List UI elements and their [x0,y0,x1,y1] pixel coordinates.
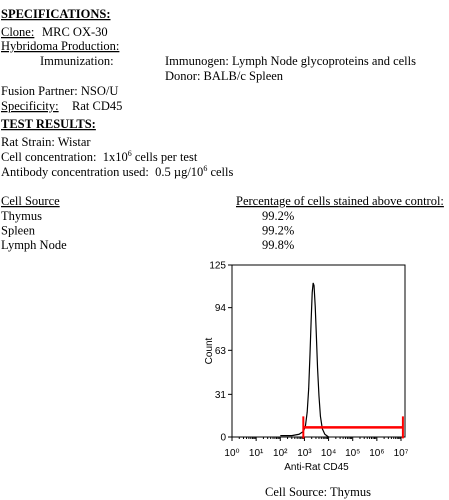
x-tick-label: 10³ [297,448,312,459]
x-tick-label: 10⁵ [345,448,360,459]
table-cell: Spleen [1,224,36,238]
heading: TEST RESULTS: [1,117,96,131]
label: Hybridoma Production: [1,39,119,53]
line: Cell concentration: 1x106 cells per test [1,149,198,164]
table-cell: Thymus [1,209,42,223]
plot-frame [231,264,406,438]
heading: SPECIFICATIONS: [1,7,111,21]
x-tick-label: 10² [273,448,288,459]
label: Specificity: [1,99,59,113]
table-cell: 99.2% [262,224,294,238]
value: MRC OX-30 [42,25,108,39]
label: Clone: [1,25,34,39]
caption: Cell Source: Thymus [265,485,371,499]
text: Antibody concentration used: 0.5 µg/10 [1,165,203,179]
x-tick-label: 10⁰ [224,448,239,459]
value: Rat CD45 [72,99,122,113]
table-header: Percentage of cells stained above contro… [236,194,444,208]
text: cells per test [132,150,198,164]
x-tick-label: 10¹ [249,448,264,459]
text: cells [207,165,233,179]
superscript: 6 [203,164,207,173]
y-tick-label: 31 [215,390,227,401]
y-tick-label: 125 [209,261,226,272]
y-tick-label: 94 [215,303,227,314]
label: Immunization: [40,54,114,68]
y-tick-label: 63 [215,346,227,357]
y-axis-label: Count [204,337,215,364]
x-axis-label: Anti-Rat CD45 [284,462,349,473]
line: Fusion Partner: NSO/U [1,84,118,98]
x-tick-label: 10⁶ [369,448,384,459]
superscript: 6 [128,149,132,158]
table-cell: Lymph Node [1,238,67,252]
text: Cell concentration: 1x10 [1,150,128,164]
line: Antibody concentration used: 0.5 µg/106 … [1,164,233,179]
x-tick-label: 10⁷ [394,448,409,459]
table-cell: 99.8% [262,238,294,252]
table-cell: 99.2% [262,209,294,223]
value: Donor: BALB/c Spleen [165,69,284,83]
histogram-line [280,282,329,438]
x-tick-label: 10⁴ [321,448,336,459]
value: Immunogen: Lymph Node glycoproteins and … [165,54,416,68]
line: Rat Strain: Wistar [1,135,91,149]
y-tick-label: 0 [220,433,226,444]
table-header: Cell Source [1,194,60,208]
